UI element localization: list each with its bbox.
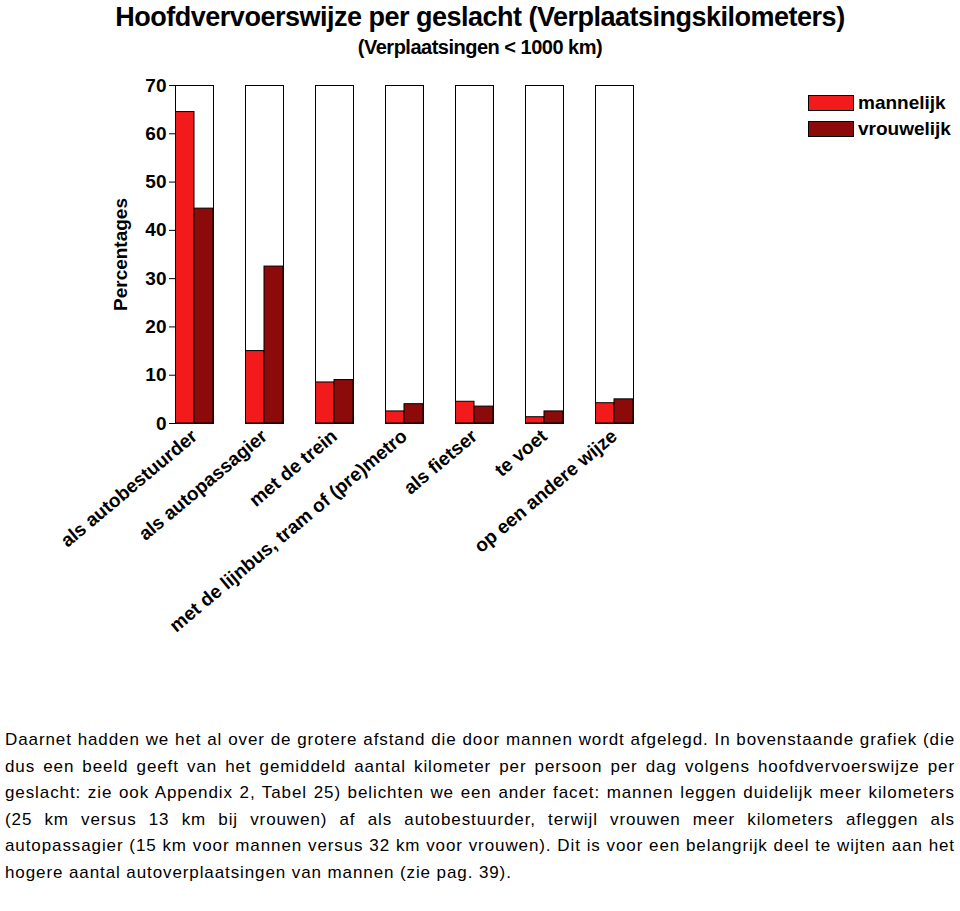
svg-text:als autopassagier: als autopassagier — [135, 425, 272, 545]
svg-text:als autobestuurder: als autobestuurder — [56, 425, 201, 551]
svg-text:20: 20 — [145, 316, 166, 337]
svg-text:0: 0 — [156, 413, 167, 434]
html-text:(Verplaatsingen < 1000 km): (Verplaatsingen < 1000 km) — [357, 36, 603, 58]
svg-text:Percentages: Percentages — [110, 198, 131, 311]
html-text:vrouwelijk: vrouwelijk — [858, 118, 951, 139]
svg-text:te voet: te voet — [491, 425, 552, 481]
svg-text:op een andere wijze: op een andere wijze — [470, 425, 621, 556]
svg-text:40: 40 — [145, 219, 166, 240]
svg-text:met de trein: met de trein — [245, 425, 341, 511]
svg-text:50: 50 — [145, 171, 166, 192]
svg-text:60: 60 — [145, 123, 166, 144]
svg-text:10: 10 — [145, 364, 166, 385]
svg-text:30: 30 — [145, 268, 166, 289]
html-text:mannelijk: mannelijk — [858, 92, 946, 113]
svg-text:met de lijnbus, tram of (pre)m: met de lijnbus, tram of (pre)metro — [165, 425, 411, 636]
html-text:Hoofdvervoerswijze per geslach: Hoofdvervoerswijze per geslacht (Verplaa… — [115, 2, 845, 32]
html-text:Daarnet hadden we het al over: Daarnet hadden we het al over de grotere… — [5, 730, 955, 882]
svg-text:als fietser: als fietser — [400, 425, 482, 499]
svg-text:70: 70 — [145, 75, 166, 96]
